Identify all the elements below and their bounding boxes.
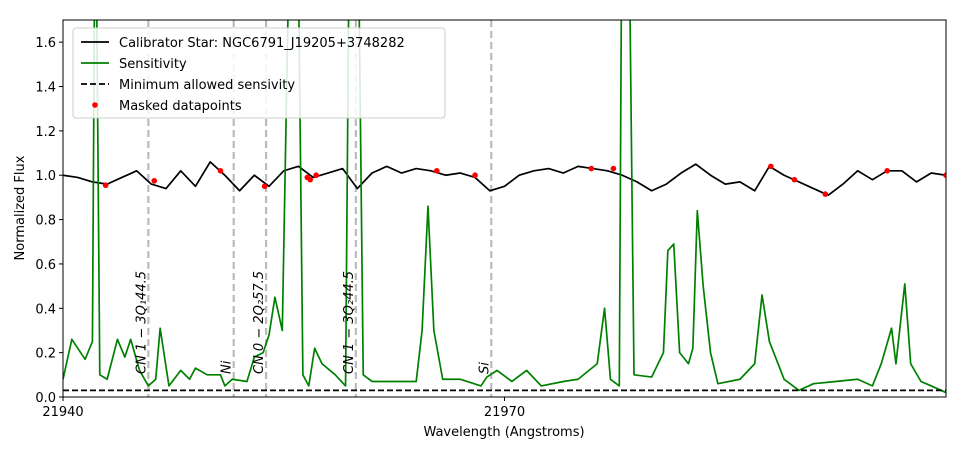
masked-point: [610, 165, 617, 172]
masked-point: [884, 168, 890, 174]
masked-point: [588, 165, 595, 172]
legend-label: Masked datapoints: [119, 99, 242, 114]
x-tick-label: 21970: [484, 405, 525, 420]
masked-point: [307, 176, 314, 183]
legend-label: Sensitivity: [119, 57, 187, 72]
masked-point: [151, 177, 158, 184]
y-tick-label: 1.2: [35, 125, 56, 140]
y-axis-label: Normalized Flux: [13, 155, 28, 260]
series-line: [63, 20, 946, 394]
legend-label: Calibrator Star: NGC6791_J19205+3748282: [119, 36, 405, 51]
y-tick-label: 0.2: [35, 347, 56, 362]
annotation-label: CN 1 − 3Q₂44.5: [342, 271, 357, 374]
y-tick-label: 1.6: [35, 36, 56, 51]
masked-point: [102, 182, 109, 189]
annotation-label: Ni: [220, 360, 235, 374]
annotation-label: Si: [477, 362, 492, 374]
y-tick-label: 0.0: [35, 391, 56, 406]
masked-point: [313, 172, 319, 179]
legend-marker: [92, 102, 98, 108]
masked-point: [434, 168, 440, 174]
x-axis-label: Wavelength (Angstroms): [423, 425, 584, 440]
annotation-label: CN 0 − 2Q₂57.5: [252, 271, 267, 374]
masked-point: [943, 172, 946, 179]
masked-point: [261, 183, 268, 190]
legend-box: [72, 27, 446, 119]
annotation-label: CN 1 − 3Q₁44.5: [134, 271, 149, 374]
masked-point: [791, 176, 798, 183]
masked-point: [822, 191, 829, 197]
series-line: [63, 161, 946, 197]
legend-label: Minimum allowed sensivity: [119, 78, 295, 93]
y-tick-label: 0.4: [35, 302, 56, 317]
y-tick-label: 1.0: [35, 169, 56, 184]
masked-point: [472, 172, 478, 179]
y-tick-label: 0.8: [35, 214, 56, 229]
masked-point: [768, 163, 774, 170]
y-tick-label: 0.6: [35, 258, 56, 273]
masked-point: [217, 168, 224, 174]
x-tick-label: 21940: [42, 405, 83, 420]
y-tick-label: 1.4: [35, 81, 56, 96]
